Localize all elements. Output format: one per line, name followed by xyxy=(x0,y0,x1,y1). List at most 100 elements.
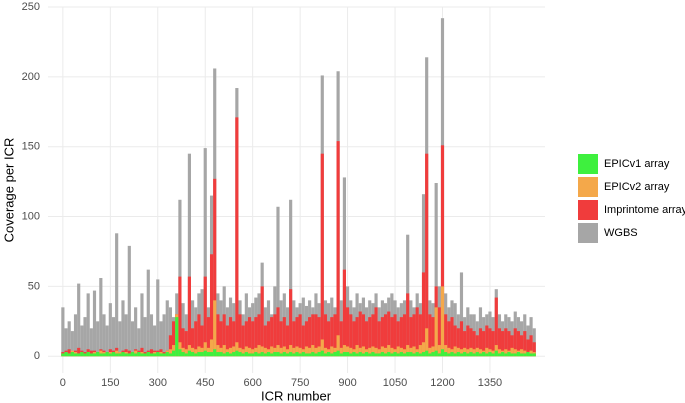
bar xyxy=(187,350,191,357)
bar xyxy=(238,314,242,357)
bar xyxy=(279,353,283,357)
bar xyxy=(383,347,388,357)
bar xyxy=(520,335,524,357)
bar xyxy=(257,345,261,357)
bar xyxy=(156,279,160,357)
bar xyxy=(387,352,391,357)
bar xyxy=(181,352,185,357)
bar xyxy=(165,352,169,357)
bar xyxy=(137,352,141,357)
bar xyxy=(358,352,362,357)
bar xyxy=(247,347,252,357)
bar xyxy=(387,345,391,357)
bar xyxy=(162,314,166,357)
bar xyxy=(153,353,157,357)
bar xyxy=(301,352,305,357)
bar xyxy=(390,347,394,357)
bar xyxy=(390,317,394,357)
bar xyxy=(409,317,413,357)
bar xyxy=(190,352,195,357)
x-tick-label: 1350 xyxy=(478,377,502,389)
bar xyxy=(190,328,195,357)
bar xyxy=(206,352,210,357)
bar xyxy=(194,321,198,357)
bar xyxy=(178,342,182,357)
bar xyxy=(333,314,337,357)
legend-label: EPICv1 array xyxy=(604,158,670,170)
bar xyxy=(469,347,473,357)
bar xyxy=(510,347,514,357)
bar xyxy=(149,314,154,357)
bar xyxy=(494,350,498,357)
bar xyxy=(415,307,419,357)
bar xyxy=(368,347,372,357)
bar xyxy=(501,331,505,357)
bar xyxy=(339,321,343,357)
bar xyxy=(402,353,407,357)
legend-key xyxy=(578,177,598,197)
y-tick-label: 100 xyxy=(22,210,40,222)
bar xyxy=(516,352,521,357)
bar xyxy=(83,353,87,357)
bar xyxy=(184,331,188,357)
bar xyxy=(77,353,81,357)
bar xyxy=(254,317,258,357)
bar xyxy=(444,352,448,357)
bar xyxy=(178,349,182,357)
bar xyxy=(497,328,502,357)
bar xyxy=(364,352,369,357)
bar xyxy=(273,314,277,357)
bar xyxy=(368,353,372,357)
bar xyxy=(440,349,445,357)
bar xyxy=(194,349,198,357)
bar xyxy=(415,352,419,357)
bar xyxy=(355,345,359,357)
bar xyxy=(276,307,280,357)
bar xyxy=(244,352,248,357)
bar xyxy=(238,352,242,357)
bar xyxy=(469,328,473,357)
bar xyxy=(111,352,116,357)
bar xyxy=(520,349,524,357)
bar xyxy=(494,297,498,357)
bar xyxy=(121,352,125,357)
bar xyxy=(222,314,226,357)
bar xyxy=(346,346,350,357)
bar xyxy=(143,317,147,357)
bar xyxy=(317,317,321,357)
legend-label: WGBS xyxy=(604,227,638,239)
bar xyxy=(254,352,258,357)
bar xyxy=(374,307,378,357)
bar xyxy=(200,289,204,357)
bar xyxy=(475,347,479,357)
bar xyxy=(209,352,214,357)
bar xyxy=(282,317,286,357)
bar xyxy=(402,349,407,357)
bar xyxy=(263,347,267,357)
bar xyxy=(172,321,176,357)
bar xyxy=(89,353,93,357)
bar xyxy=(266,352,271,357)
bar xyxy=(289,345,293,357)
bar xyxy=(200,325,204,357)
bar xyxy=(412,314,416,357)
bar xyxy=(289,289,293,357)
bar xyxy=(285,325,290,357)
legend-label: Imprintome array xyxy=(604,204,685,216)
bar xyxy=(380,346,384,357)
bar xyxy=(175,317,179,357)
bar xyxy=(200,347,204,357)
bar xyxy=(396,353,400,357)
bar xyxy=(99,278,103,357)
bar xyxy=(153,325,157,357)
bar xyxy=(270,353,274,357)
bar xyxy=(251,321,255,357)
bar xyxy=(333,347,337,357)
bar xyxy=(504,349,508,357)
bar xyxy=(459,353,464,357)
bar xyxy=(485,325,489,357)
bar xyxy=(235,350,239,357)
bar xyxy=(134,307,138,357)
bar xyxy=(222,353,226,357)
bar xyxy=(108,303,112,357)
